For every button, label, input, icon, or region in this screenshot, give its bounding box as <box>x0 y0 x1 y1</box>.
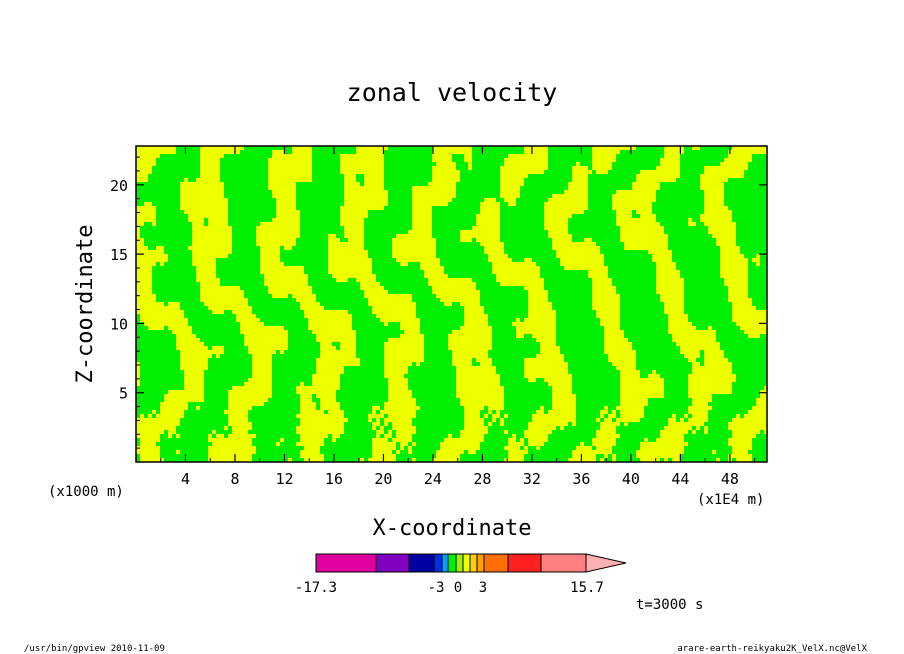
y-tick-label: 20 <box>110 177 128 195</box>
colorbar-segment <box>483 553 509 573</box>
x-tick-label: 8 <box>230 470 239 488</box>
x-tick-label: 44 <box>671 470 689 488</box>
x-axis-ticks: 4 8 12 16 20 24 28 32 36 40 44 48 <box>160 146 756 488</box>
colorbar-segment <box>315 553 377 573</box>
positive-velocity-region <box>136 146 768 462</box>
y-axis-label: Z-coordinate <box>73 225 98 384</box>
colorbar-segment <box>447 553 457 573</box>
footer-left: /usr/bin/gpview 2010-11-09 <box>24 644 165 654</box>
x-tick-label: 4 <box>181 470 190 488</box>
y-tick-label: 10 <box>110 315 128 333</box>
colorbar-segment <box>455 553 464 573</box>
colorbar-segment <box>540 553 587 573</box>
y-axis-ticks: 5 10 15 20 <box>110 156 767 449</box>
x-unit-left: (x1000 m) <box>48 484 124 500</box>
x-unit-right: (x1E4 m) <box>697 492 764 508</box>
contour-fill <box>136 146 768 462</box>
colorbar-segment <box>408 553 435 573</box>
x-tick-label: 12 <box>275 470 293 488</box>
colorbar-segment <box>433 553 443 573</box>
x-tick-label: 28 <box>473 470 491 488</box>
colorbar-arrow <box>585 553 627 573</box>
colorbar-segment <box>469 553 478 573</box>
colorbar-label-zero: 0 <box>454 580 462 596</box>
x-tick-label: 32 <box>523 470 541 488</box>
x-tick-label: 48 <box>721 470 739 488</box>
x-tick-label: 24 <box>424 470 442 488</box>
x-axis-label: X-coordinate <box>373 516 532 541</box>
colorbar-min-label: -17.3 <box>295 580 337 596</box>
colorbar-segment <box>375 553 410 573</box>
colorbar-label-neg3: -3 <box>428 580 445 596</box>
colorbar-segment <box>462 553 471 573</box>
colorbar-segment <box>441 553 449 573</box>
y-tick-label: 5 <box>119 385 128 403</box>
colorbar-segment <box>476 553 485 573</box>
colorbar-max-label: 15.7 <box>570 580 604 596</box>
colorbar-segment <box>507 553 542 573</box>
colorbar-label-pos3: 3 <box>479 580 487 596</box>
plot-frame <box>135 145 768 463</box>
plot-area <box>135 145 768 463</box>
x-tick-label: 36 <box>572 470 590 488</box>
footer-right: arare-earth-reikyaku2K_VelX.nc@VelX <box>677 644 867 654</box>
x-tick-label: 40 <box>622 470 640 488</box>
chart-title: zonal velocity <box>347 78 558 107</box>
time-label: t=3000 s <box>636 597 703 613</box>
colorbar <box>315 553 627 573</box>
x-tick-label: 16 <box>325 470 343 488</box>
y-tick-label: 15 <box>110 246 128 264</box>
x-tick-label: 20 <box>374 470 392 488</box>
